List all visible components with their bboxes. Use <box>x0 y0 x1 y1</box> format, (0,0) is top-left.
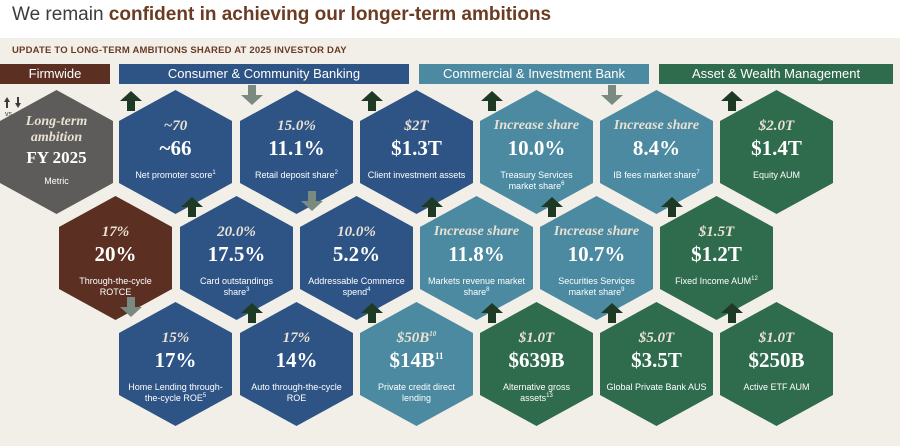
trend-up-icon <box>721 303 743 323</box>
trend-up-icon <box>721 91 743 111</box>
trend-up-icon <box>361 303 383 323</box>
metric-ambition: Increase share <box>613 118 700 133</box>
trend-up-icon <box>541 197 563 217</box>
metric-label: Client investment assets <box>367 170 466 180</box>
metric-ambition: 20.0% <box>217 224 256 240</box>
metric-ambition: Increase share <box>553 224 640 239</box>
metric-label: Fixed Income AUM12 <box>675 276 758 286</box>
legend-label: Metric <box>44 176 69 186</box>
trend-up-icon <box>421 197 443 217</box>
metric-hex-client: $2T $1.3T Client investment assets <box>360 90 473 214</box>
segment-commercial-investment-bank: Commercial & Investment Bank <box>419 64 649 84</box>
metric-label: Treasury Services market share6 <box>500 170 573 191</box>
metric-label: Addressable Commerce spend4 <box>308 276 405 297</box>
trend-up-icon <box>181 197 203 217</box>
legend-vs: vs. <box>5 111 14 118</box>
trend-up-icon <box>601 303 623 323</box>
page-title: We remain confident in achieving our lon… <box>12 4 552 25</box>
legend-prev: Long-term ambition <box>25 114 88 145</box>
metric-ambition: $50B10 <box>396 330 437 346</box>
metric-label: Home Lending through-the-cycle ROE5 <box>128 382 223 403</box>
metric-ambition: Increase share <box>433 224 520 239</box>
metric-label: Securities Services market share9 <box>558 276 635 297</box>
metric-ambition: 15.0% <box>277 118 316 134</box>
metric-value: $3.5T <box>631 348 682 372</box>
metric-label: Alternative gross assets13 <box>502 382 571 403</box>
metric-ambition: $2.0T <box>758 118 795 134</box>
metric-label: Retail deposit share2 <box>255 170 338 180</box>
metric-value: 11.1% <box>268 136 325 160</box>
section-subtitle: UPDATE TO LONG-TERM AMBITIONS SHARED AT … <box>12 45 347 56</box>
metric-label: Private credit direct lending <box>377 382 456 403</box>
metric-label: Net promoter score1 <box>135 170 216 180</box>
metric-label: Card outstandings share3 <box>199 276 274 297</box>
trend-down-icon <box>601 85 623 105</box>
metric-ambition: $2T <box>404 118 429 134</box>
metric-ambition: Increase share <box>493 118 580 133</box>
metric-ambition: 17% <box>282 330 311 346</box>
metric-ambition: $1.0T <box>758 330 795 346</box>
metric-value: 20% <box>94 242 137 266</box>
metric-value: 14% <box>275 348 318 372</box>
metric-ambition: $1.0T <box>518 330 555 346</box>
trend-down-icon <box>120 297 142 317</box>
metric-value: $1.3T <box>391 136 442 160</box>
segment-asset-wealth-management: Asset & Wealth Management <box>659 64 893 84</box>
metric-value: 8.4% <box>632 136 681 160</box>
metric-value: ~66 <box>159 136 192 160</box>
metric-value: $1.2T <box>691 242 742 266</box>
metric-ambition: $5.0T <box>638 330 675 346</box>
metric-label: Active ETF AUM <box>743 382 810 392</box>
metric-ambition: $1.5T <box>698 224 735 240</box>
metric-value: 5.2% <box>332 242 381 266</box>
trend-down-icon <box>241 85 263 105</box>
metric-label: IB fees market share7 <box>613 170 700 180</box>
metric-label: Global Private Bank AUS <box>606 382 707 392</box>
trend-up-icon <box>661 197 683 217</box>
metric-value: $639B <box>508 348 565 372</box>
metric-value: 17.5% <box>207 242 266 266</box>
metric-ambition: ~70 <box>163 118 188 134</box>
metric-label: Auto through-the-cycle ROE <box>251 382 342 403</box>
metric-value: $250B <box>748 348 805 372</box>
trend-up-icon <box>481 303 503 323</box>
metric-label: Equity AUM <box>752 170 801 180</box>
metric-label: Markets revenue market share8 <box>427 276 526 297</box>
segment-consumer-community-banking: Consumer & Community Banking <box>119 64 409 84</box>
metric-label: Through-the-cycle ROTCE <box>79 276 152 297</box>
metric-ambition: 17% <box>101 224 130 240</box>
trend-up-icon <box>481 91 503 111</box>
metric-ambition: 10.0% <box>337 224 376 240</box>
metric-value: $14B11 <box>389 348 444 372</box>
metric-value: 11.8% <box>448 242 505 266</box>
trend-up-icon <box>241 303 263 323</box>
segment-firmwide: Firmwide <box>0 64 110 84</box>
metric-value: 17% <box>154 348 197 372</box>
legend-hex: Long-term ambition FY 2025 Metric <box>0 90 113 214</box>
legend-val: FY 2025 <box>26 148 87 167</box>
metric-value: 10.0% <box>507 136 566 160</box>
trend-up-icon <box>361 91 383 111</box>
metric-hex-deposit: 15.0% 11.1% Retail deposit share2 <box>240 90 353 214</box>
trend-up-icon <box>120 91 142 111</box>
metric-value: 10.7% <box>567 242 626 266</box>
metric-ambition: 15% <box>161 330 190 346</box>
metric-value: $1.4T <box>751 136 802 160</box>
trend-down-icon <box>301 191 323 211</box>
